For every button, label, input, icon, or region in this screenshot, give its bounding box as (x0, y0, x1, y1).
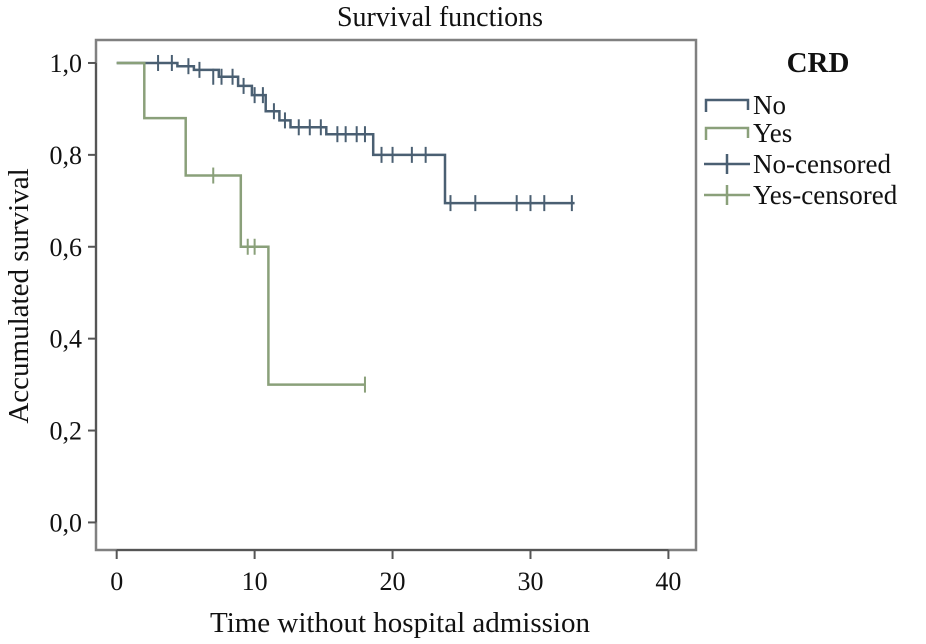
series-yes (116, 61, 366, 393)
x-tick-label: 40 (655, 567, 681, 596)
legend-label-no: No (753, 90, 786, 120)
x-axis: 0 10 20 30 40 (110, 549, 681, 596)
legend-marker-no-censored (704, 154, 750, 174)
legend-label-yes-censored: Yes-censored (753, 180, 898, 210)
legend-item-yes-censored: Yes-censored (704, 180, 898, 210)
y-tick-label: 0,8 (50, 141, 83, 170)
y-tick-label: 0,6 (50, 233, 83, 262)
x-tick-label: 10 (242, 567, 268, 596)
legend-label-no-censored: No-censored (753, 149, 891, 179)
legend: CRD No Yes No-censored (704, 47, 898, 210)
legend-title: CRD (787, 47, 850, 79)
y-tick-label: 0,2 (50, 417, 83, 446)
y-axis-label: Accumulated survival (3, 168, 35, 423)
x-tick-label: 30 (517, 567, 543, 596)
survival-line-no (116, 61, 575, 205)
x-tick-label: 0 (110, 567, 123, 596)
legend-item-no-censored: No-censored (704, 149, 891, 179)
y-tick-label: 0,0 (50, 508, 83, 537)
series-no (116, 54, 575, 212)
legend-swatch-yes (704, 126, 750, 140)
legend-item-yes: Yes (704, 118, 792, 148)
x-tick-label: 20 (380, 567, 406, 596)
x-axis-label: Time without hospital admission (210, 607, 590, 639)
legend-swatch-no (704, 98, 750, 112)
legend-item-no: No (704, 90, 786, 120)
series-layer (116, 54, 575, 393)
y-tick-label: 0,4 (50, 325, 83, 354)
chart-title: Survival functions (337, 2, 543, 33)
legend-marker-yes-censored (704, 185, 750, 205)
legend-label-yes: Yes (753, 118, 792, 148)
y-tick-label: 1,0 (50, 49, 83, 78)
y-axis: 0,0 0,2 0,4 0,6 0,8 1,0 (50, 49, 97, 537)
plot-frame (94, 38, 698, 552)
